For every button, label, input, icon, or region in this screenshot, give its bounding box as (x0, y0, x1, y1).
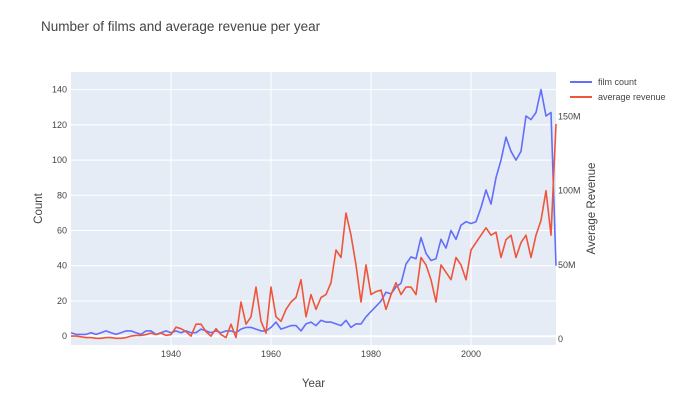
y-tick-label: 60 (57, 226, 67, 236)
y-tick-label: 40 (57, 261, 67, 271)
x-tick-label: 1980 (361, 349, 381, 359)
y-tick-label: 100 (52, 155, 67, 165)
x-tick-label: 1940 (161, 349, 181, 359)
series-layer (70, 88, 557, 340)
y2-tick-label: 50M (558, 260, 576, 270)
legend-label: average revenue (598, 92, 666, 102)
chart-title: Number of films and average revenue per … (41, 19, 321, 34)
y2-tick-label: 150M (558, 112, 581, 122)
gridlines (71, 72, 556, 345)
x-axis-title: Year (302, 378, 325, 390)
y-tick-label: 20 (57, 296, 67, 306)
series-line-average-revenue (71, 123, 557, 340)
y-tick-label: 0 (62, 331, 67, 341)
plot-area (71, 72, 556, 345)
y-tick-label: 120 (52, 120, 67, 130)
y2-tick-label: 0 (558, 334, 563, 344)
tick-labels: 1940 1960 1980 2000 0 20 40 60 80 100 120 140 0 50M 10… (52, 85, 581, 359)
x-tick-label: 2000 (461, 349, 481, 359)
series-line-film-count (70, 88, 557, 336)
legend: film count average revenue (570, 77, 666, 102)
y2-tick-label: 100M (558, 186, 581, 196)
y-tick-label: 80 (57, 190, 67, 200)
y-tick-label: 140 (52, 85, 67, 95)
legend-label: film count (598, 77, 637, 87)
y2-axis-title: Average Revenue (586, 163, 598, 255)
y-axis-title: Count (33, 192, 45, 223)
x-tick-label: 1960 (261, 349, 281, 359)
